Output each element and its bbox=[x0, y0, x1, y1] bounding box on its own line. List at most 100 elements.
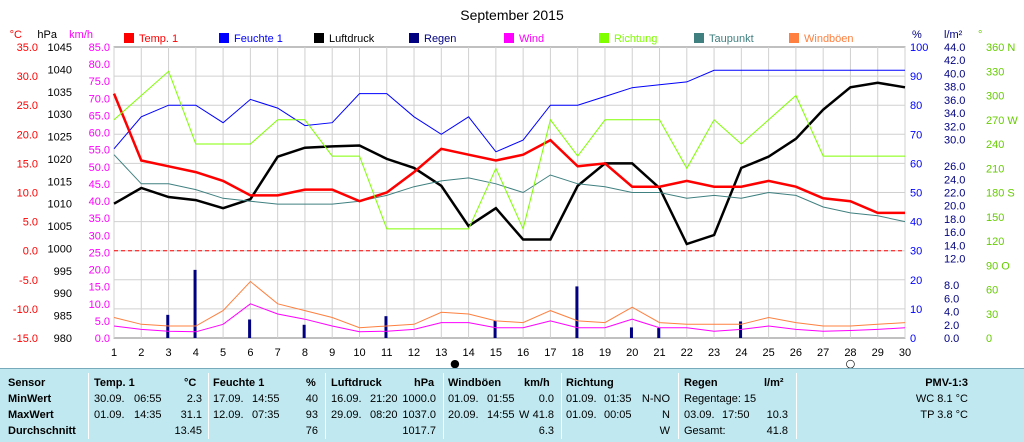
weather-chart: September 2015 °C hPa km/h% l/m² ° Temp. 1 Fe… bbox=[10, 7, 1019, 368]
rain-tick-label: 40.0 bbox=[944, 68, 965, 80]
pressure-tick-label: 1000 bbox=[48, 243, 72, 255]
legend-swatch bbox=[789, 33, 799, 43]
direction-tick-label: 330 bbox=[986, 66, 1004, 78]
x-tick-label: 20 bbox=[626, 347, 638, 359]
temp-max-date: 01.09. bbox=[94, 409, 125, 421]
direction-tick-label: 360 N bbox=[986, 42, 1015, 54]
rain-tick-label: 12.0 bbox=[944, 254, 965, 266]
temp-avg: 13.45 bbox=[174, 425, 202, 437]
humidity-tick-label: 40 bbox=[910, 217, 922, 229]
legend-swatch bbox=[314, 33, 324, 43]
wind-tick-label: 20.0 bbox=[89, 265, 110, 277]
humidity-avg: 76 bbox=[305, 425, 318, 437]
x-tick-label: 3 bbox=[165, 347, 171, 359]
temp-tick-label: 5.0 bbox=[23, 217, 38, 229]
wind-tick-label: 60.0 bbox=[89, 128, 110, 140]
pressure-min-value: 1000.0 bbox=[402, 393, 436, 405]
rain-unit: l/m² bbox=[764, 377, 784, 389]
wind-tick-label: 65.0 bbox=[89, 110, 110, 122]
humidity-tick-label: 100 bbox=[910, 42, 928, 54]
rain-tick-label: 26.0 bbox=[944, 161, 965, 173]
statistics-panel: Sensor MinWert MaxWert Durchschnitt Temp… bbox=[0, 368, 1024, 442]
pmv-windchill: WC 8.1 °C bbox=[915, 393, 968, 405]
pressure-tick-label: 985 bbox=[54, 311, 72, 323]
rain-total-label: Gesamt: bbox=[684, 425, 726, 437]
x-tick-label: 17 bbox=[544, 347, 556, 359]
x-tick-label: 8 bbox=[302, 347, 308, 359]
legend-label: Luftdruck bbox=[329, 33, 375, 45]
rain-tick-label: 34.0 bbox=[944, 108, 965, 120]
wind-tick-label: 80.0 bbox=[89, 59, 110, 71]
pressure-title: Luftdruck bbox=[331, 377, 382, 389]
rain-tick-label: 42.0 bbox=[944, 55, 965, 67]
humidity-max-time: 07:35 bbox=[252, 409, 280, 421]
legend-label: Windböen bbox=[804, 33, 854, 45]
moon-phase-marker: ● bbox=[450, 357, 460, 368]
humidity-max-value: 93 bbox=[305, 409, 318, 421]
wind-tick-label: 70.0 bbox=[89, 93, 110, 105]
direction-min-value: N-NO bbox=[641, 393, 670, 405]
x-tick-label: 6 bbox=[247, 347, 253, 359]
wind-tick-label: 0.0 bbox=[95, 333, 110, 345]
temp-min-value: 2.3 bbox=[186, 393, 202, 405]
wind-tick-label: 75.0 bbox=[89, 76, 110, 88]
series-lines bbox=[112, 69, 906, 333]
legend-swatch bbox=[694, 33, 704, 43]
rain-tick-label: 30.0 bbox=[944, 135, 965, 147]
legend-label: Wind bbox=[519, 33, 544, 45]
row-label-max: MaxWert bbox=[8, 409, 54, 421]
x-tick-label: 15 bbox=[490, 347, 502, 359]
temp-title: Temp. 1 bbox=[94, 377, 135, 389]
x-tick-label: 13 bbox=[435, 347, 447, 359]
series-line-wind bbox=[113, 303, 906, 333]
x-tick-label: 9 bbox=[329, 347, 335, 359]
gusts-min-time: 01:55 bbox=[487, 393, 515, 405]
x-tick-label: 19 bbox=[599, 347, 611, 359]
direction-tick-label: 60 bbox=[986, 285, 998, 297]
unit-label-rain: l/m² bbox=[944, 29, 963, 41]
wind-tick-label: 5.0 bbox=[95, 316, 110, 328]
humidity-tick-label: 10 bbox=[910, 304, 922, 316]
series-line-temp-1 bbox=[112, 93, 905, 215]
rain-tick-label: 24.0 bbox=[944, 174, 965, 186]
rain-bar bbox=[629, 327, 633, 338]
rain-total: 41.8 bbox=[766, 425, 788, 437]
pressure-tick-label: 1010 bbox=[48, 199, 72, 211]
x-tick-label: 27 bbox=[817, 347, 829, 359]
gusts-max-time: 14:55 bbox=[487, 409, 515, 421]
rain-tick-label: 38.0 bbox=[944, 82, 965, 94]
unit-label-wind: km/h bbox=[69, 29, 93, 41]
legend-label: Richtung bbox=[614, 33, 657, 45]
x-tick-label: 16 bbox=[517, 347, 529, 359]
pressure-tick-label: 1035 bbox=[48, 87, 72, 99]
x-axis-labels: 1 2 3 4 5 6 7 8 9 10 11 12 13 14 15 16 17 18 19 20 21 22 23 24 2… bbox=[111, 347, 911, 368]
unit-label-temp: °C bbox=[10, 29, 22, 41]
direction-max-value: N bbox=[662, 409, 670, 421]
pressure-max-time: 08:20 bbox=[370, 409, 398, 421]
pressure-unit: hPa bbox=[414, 377, 435, 389]
x-tick-label: 30 bbox=[899, 347, 911, 359]
rain-tick-label: 8.0 bbox=[944, 280, 959, 292]
gusts-title: Windböen bbox=[448, 377, 502, 389]
series-line-richtung bbox=[113, 70, 905, 231]
rain-days: Regentage: 15 bbox=[684, 393, 757, 405]
wind-tick-label: 10.0 bbox=[89, 299, 110, 311]
x-tick-label: 23 bbox=[708, 347, 720, 359]
pressure-min-date: 16.09. bbox=[331, 393, 362, 405]
x-tick-label: 1 bbox=[111, 347, 117, 359]
rain-tick-label: 20.0 bbox=[944, 201, 965, 213]
humidity-tick-label: 80 bbox=[910, 100, 922, 112]
gusts-max-direction: W bbox=[519, 409, 530, 421]
temp-tick-label: -5.0 bbox=[19, 275, 38, 287]
temp-tick-label: -15.0 bbox=[13, 333, 38, 345]
direction-tick-label: 270 W bbox=[986, 115, 1018, 127]
pressure-tick-label: 995 bbox=[54, 266, 72, 278]
wind-tick-label: 35.0 bbox=[89, 213, 110, 225]
series-line-taupunkt bbox=[113, 154, 906, 223]
direction-max-time: 00:05 bbox=[604, 409, 632, 421]
legend-label: Feuchte 1 bbox=[234, 33, 283, 45]
temp-min-time: 06:55 bbox=[134, 393, 162, 405]
rain-bar bbox=[248, 319, 252, 338]
x-tick-label: 5 bbox=[220, 347, 226, 359]
legend-label: Temp. 1 bbox=[139, 33, 178, 45]
